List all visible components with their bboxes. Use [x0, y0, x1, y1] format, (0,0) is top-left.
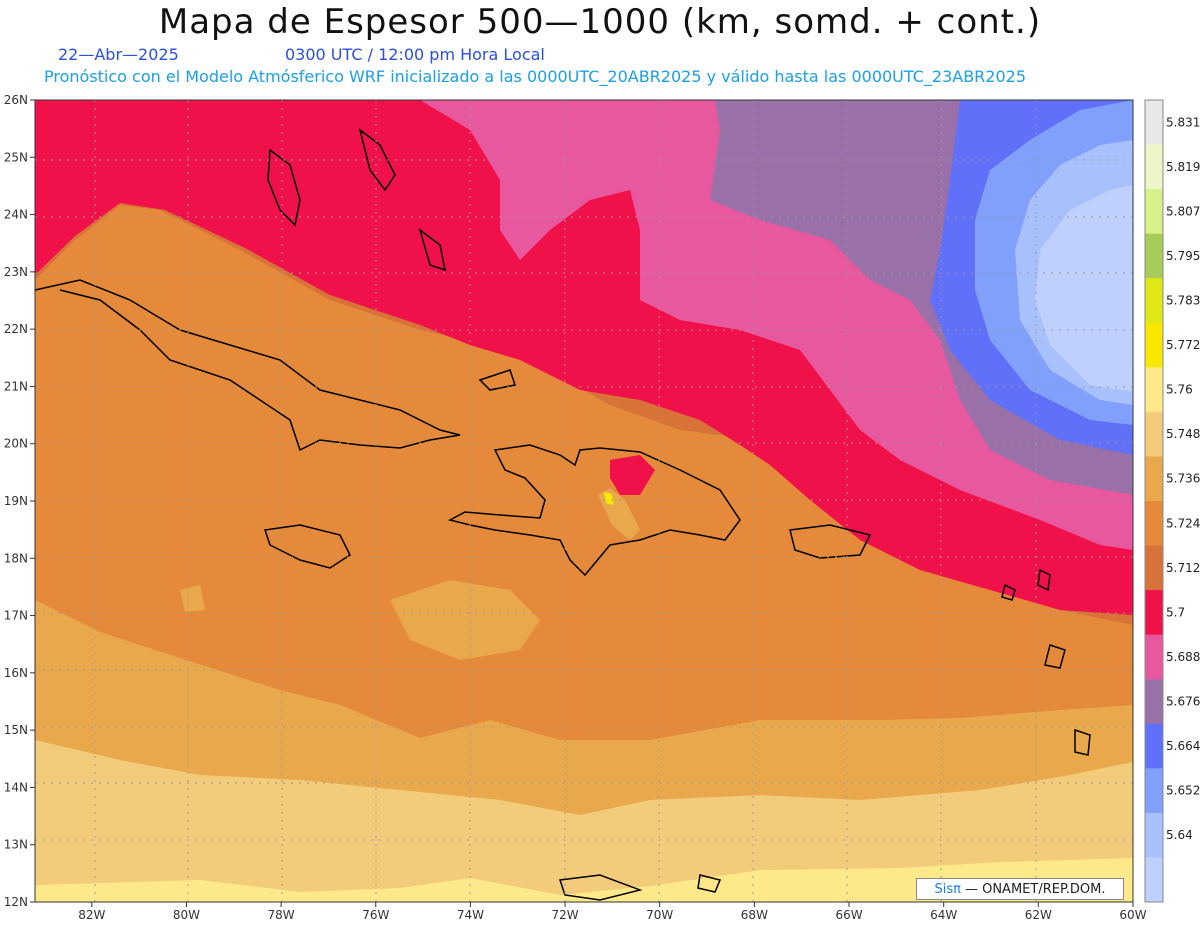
colorbar-swatch [1145, 144, 1163, 190]
lon-label: 70W [646, 908, 673, 922]
colorbar-label: 5.807 [1166, 204, 1200, 218]
forecast-date: 22—Abr—2025 [58, 45, 179, 64]
colorbar-swatch [1145, 189, 1163, 235]
graticule [35, 100, 1133, 902]
colorbar-label: 5.7 [1166, 605, 1185, 619]
credit-text: — ONAMET/REP.DOM. [964, 881, 1106, 897]
lat-label: 15N [4, 723, 28, 737]
colorbar-label: 5.748 [1166, 427, 1200, 441]
lat-label: 20N [4, 437, 28, 451]
colorbar-swatch [1145, 768, 1163, 814]
colorbar-swatch [1145, 501, 1163, 547]
model-subtitle: Pronóstico con el Modelo Atmósferico WRF… [44, 67, 1027, 86]
lat-label: 21N [4, 379, 28, 393]
colorbar-swatch [1145, 233, 1163, 279]
lon-label: 82W [78, 908, 105, 922]
lat-label: 14N [4, 780, 28, 794]
lon-label: 62W [1025, 908, 1052, 922]
colorbar-frame [1144, 99, 1164, 903]
lat-label: 18N [4, 551, 28, 565]
colorbar-label: 5.76 [1166, 383, 1193, 397]
longitude-labels: 82W 80W 78W 76W 74W 72W 70W 68W 66W 64W 62W 60W [78, 902, 1147, 922]
lat-label: 24N [4, 208, 28, 222]
colorbar-swatch [1145, 679, 1163, 725]
lat-label: 23N [4, 265, 28, 279]
colorbar-swatch [1145, 278, 1163, 324]
colorbar-label: 5.783 [1166, 294, 1200, 308]
colorbar-swatch [1145, 411, 1163, 457]
lon-label: 68W [741, 908, 768, 922]
colorbar-swatch [1145, 545, 1163, 591]
colorbar-label: 5.652 [1166, 784, 1200, 798]
forecast-time: 0300 UTC / 12:00 pm Hora Local [285, 45, 545, 64]
lat-label: 13N [4, 838, 28, 852]
colorbar-swatch [1145, 634, 1163, 680]
colorbar-swatch [1145, 322, 1163, 368]
colorbar-swatch [1145, 812, 1163, 858]
colorbar-label: 5.724 [1166, 516, 1200, 530]
colorbar-label: 5.795 [1166, 249, 1200, 263]
colorbar-label: 5.831 [1166, 115, 1200, 129]
colorbar-label: 5.819 [1166, 160, 1200, 174]
colorbar-label: 5.688 [1166, 650, 1200, 664]
filled-contours [35, 100, 1133, 902]
lat-label: 26N [4, 93, 28, 107]
colorbar-swatch [1145, 456, 1163, 502]
credit-brand: Sisπ [934, 881, 961, 897]
colorbar-swatch [1145, 367, 1163, 413]
lon-label: 76W [362, 908, 389, 922]
lon-label: 80W [173, 908, 200, 922]
colorbar-label: 5.712 [1166, 561, 1200, 575]
lon-label: 60W [1119, 908, 1146, 922]
colorbar-label: 5.676 [1166, 695, 1200, 709]
coastlines [35, 128, 1091, 901]
colorbar-swatch [1145, 723, 1163, 769]
lon-label: 72W [551, 908, 578, 922]
lon-label: 66W [835, 908, 862, 922]
colorbar: 5.831 5.819 5.807 5.795 5.783 5.772 5.76 5.748 5… [1144, 99, 1200, 903]
colorbar-label: 5.64 [1166, 828, 1193, 842]
lat-label: 12N [4, 895, 28, 909]
map-title: Mapa de Espesor 500—1000 (km, somd. + co… [158, 2, 1042, 42]
colorbar-swatch [1145, 857, 1163, 903]
lon-label: 64W [930, 908, 957, 922]
colorbar-swatch [1145, 100, 1163, 146]
credit-box: Sisπ — ONAMET/REP.DOM. [916, 878, 1124, 900]
lat-label: 19N [4, 494, 28, 508]
lon-label: 74W [457, 908, 484, 922]
colorbar-label: 5.772 [1166, 338, 1200, 352]
lat-label: 22N [4, 322, 28, 336]
colorbar-label: 5.736 [1166, 472, 1200, 486]
lat-label: 17N [4, 609, 28, 623]
lat-label: 25N [4, 150, 28, 164]
colorbar-label: 5.664 [1166, 739, 1200, 753]
latitude-labels: 26N 25N 24N 23N 22N 21N 20N 19N 18N 17N 16N 15N 14N 1… [4, 93, 35, 909]
lat-label: 16N [4, 666, 28, 680]
lon-label: 78W [268, 908, 295, 922]
colorbar-swatch [1145, 590, 1163, 636]
